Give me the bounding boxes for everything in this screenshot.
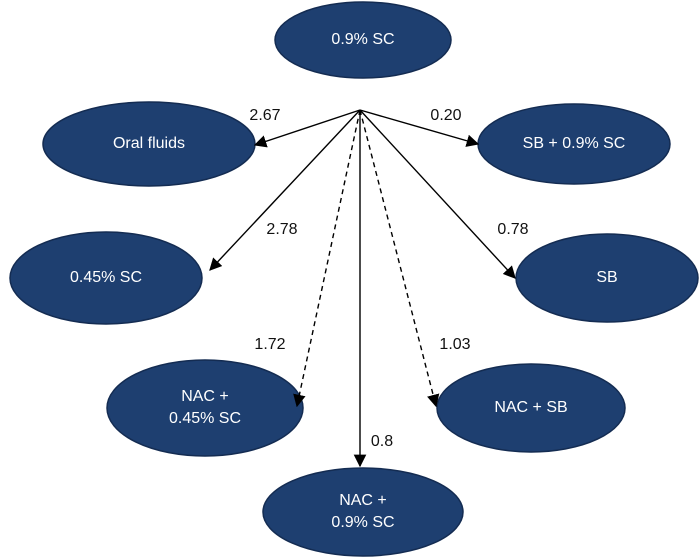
edge xyxy=(359,109,440,408)
edge xyxy=(253,109,361,148)
node-label: 0.45% SC xyxy=(70,269,142,286)
edge-label: 0.20 xyxy=(430,107,461,124)
edge-label: 1.03 xyxy=(439,336,470,353)
edge xyxy=(209,109,361,271)
node-label: SB + 0.9% SC xyxy=(523,135,626,152)
node xyxy=(515,233,699,323)
edge-label: 0.8 xyxy=(371,433,393,450)
node-label: 0.9% SC xyxy=(331,31,394,48)
node-label: Oral fluids xyxy=(113,135,185,152)
node-label: SB xyxy=(596,269,617,286)
edge-label: 1.72 xyxy=(254,336,285,353)
edge xyxy=(359,109,516,279)
edge xyxy=(293,109,361,408)
node xyxy=(436,363,626,453)
edge-label: 2.78 xyxy=(266,221,297,238)
edge-label: 2.67 xyxy=(249,107,280,124)
node-label: NAC + xyxy=(339,492,387,509)
node xyxy=(106,359,304,457)
node-label: 0.45% SC xyxy=(169,410,241,427)
node-label: NAC + xyxy=(181,388,229,405)
node-label: 0.9% SC xyxy=(331,514,394,531)
node xyxy=(9,231,203,325)
node xyxy=(274,1,452,79)
edge-label: 0.78 xyxy=(497,221,528,238)
edge xyxy=(359,109,480,147)
node xyxy=(262,467,464,557)
node-label: NAC + SB xyxy=(494,399,567,416)
